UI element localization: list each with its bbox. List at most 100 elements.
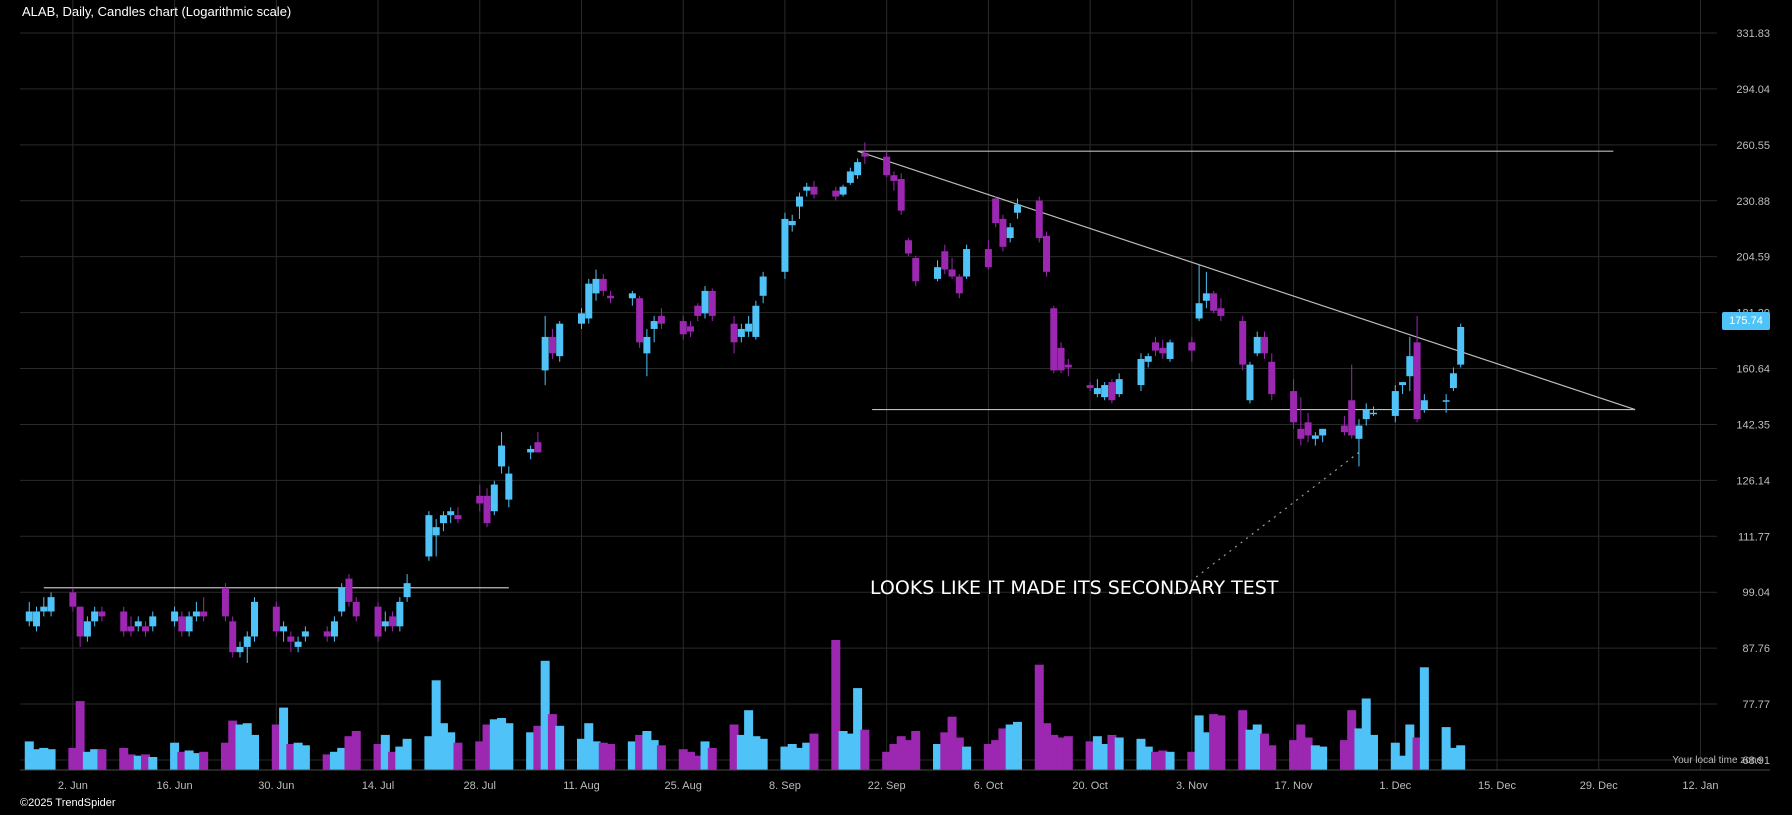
candle-body: [171, 611, 179, 622]
candle-body: [1290, 391, 1298, 423]
candle-body: [701, 290, 709, 314]
volume-bar: [896, 736, 906, 770]
x-tick-label: 17. Nov: [1275, 780, 1313, 792]
volume-bar: [126, 754, 136, 770]
candle-body: [33, 611, 41, 627]
volume-bar: [744, 710, 754, 770]
volume-bar: [736, 734, 746, 770]
y-tick-label: 68.91: [1742, 755, 1770, 767]
candle-body: [221, 587, 229, 617]
volume-bar: [802, 742, 812, 770]
volume-bar: [954, 737, 964, 770]
volume-bar: [279, 707, 289, 770]
last-price-badge: 175.74: [1722, 312, 1770, 330]
candle-body: [1115, 379, 1123, 395]
candle-body: [1297, 428, 1305, 439]
candle-body: [1239, 321, 1247, 365]
candle-body: [788, 220, 796, 226]
candle-body: [1086, 385, 1094, 389]
candle-body: [91, 611, 99, 622]
volume-bar: [991, 740, 1001, 770]
candle-body: [185, 616, 193, 632]
volume-bar: [1252, 724, 1262, 770]
candle-body: [686, 326, 694, 332]
candle-body: [1166, 342, 1174, 359]
volume-bar: [1296, 724, 1306, 770]
volume-bar: [39, 747, 49, 770]
candle-body: [1413, 342, 1421, 420]
volume-bar: [642, 731, 652, 770]
volume-bar: [388, 751, 398, 770]
trend-lines[interactable]: [43, 150, 1636, 598]
candle-body: [251, 601, 259, 637]
candle-body: [243, 636, 251, 647]
candles[interactable]: [25, 142, 1465, 663]
candle-body: [301, 631, 309, 637]
x-tick-label: 29. Dec: [1580, 780, 1618, 792]
volume-bar: [1165, 751, 1175, 770]
volume-bar: [271, 724, 281, 770]
candle-body: [294, 641, 302, 647]
candle-body: [127, 626, 135, 632]
volume-bar: [1289, 740, 1299, 770]
volume-bar: [831, 640, 841, 770]
volume-bar: [293, 742, 303, 770]
volume-bar: [685, 751, 695, 770]
y-tick-label: 142.35: [1736, 419, 1770, 431]
volume-bar: [438, 723, 448, 770]
candle-body: [934, 267, 942, 279]
grid: [20, 0, 1717, 770]
candle-body: [541, 336, 549, 371]
candle-body: [98, 611, 106, 617]
volume-bar: [322, 754, 332, 770]
volume-bar: [453, 742, 463, 770]
candle-body: [1253, 336, 1261, 354]
volume-bar: [962, 746, 972, 770]
volume-bar: [649, 740, 659, 770]
candle-body: [200, 611, 208, 617]
volume-bar: [351, 731, 361, 770]
volume-bar: [1114, 737, 1124, 770]
candle-body: [839, 186, 847, 195]
candle-body: [795, 196, 803, 207]
x-tick-label: 28. Jul: [464, 780, 496, 792]
volume-bar: [228, 720, 238, 770]
candle-body: [1442, 400, 1450, 402]
chart-title: ALAB, Daily, Candles chart (Logarithmic …: [22, 4, 292, 19]
volume-bar: [373, 744, 383, 770]
volume-bar: [1063, 736, 1073, 770]
candle-body: [1406, 356, 1414, 377]
candle-body: [1013, 204, 1021, 213]
candle-body: [192, 611, 200, 617]
candle-body: [447, 511, 455, 516]
x-tick-label: 2. Jun: [58, 780, 88, 792]
volume-bar: [119, 747, 129, 770]
candle-body: [40, 606, 48, 612]
x-tick-label: 1. Dec: [1379, 780, 1411, 792]
candle-body: [759, 276, 767, 296]
volume-bar: [1143, 746, 1153, 770]
candle-body: [897, 179, 905, 211]
volume-bar: [853, 688, 863, 770]
volume-bar: [526, 732, 536, 770]
volume-bar: [82, 751, 92, 770]
candle-body: [83, 621, 91, 637]
volume-bar: [1049, 734, 1059, 770]
candle-body: [149, 616, 157, 627]
candle-body: [476, 495, 484, 504]
volume-bar: [1100, 744, 1110, 770]
y-tick-label: 77.77: [1742, 699, 1770, 711]
candle-body: [1144, 356, 1152, 362]
x-tick-label: 11. Aug: [563, 780, 600, 792]
candle-body: [846, 171, 854, 183]
candle-body: [142, 626, 150, 632]
volume-bar: [1012, 721, 1022, 770]
candle-body: [752, 305, 760, 337]
volume-bar: [90, 749, 100, 770]
candle-body: [1217, 308, 1225, 316]
volume-bar: [1347, 710, 1357, 770]
volume-bar: [482, 724, 492, 770]
candle-body: [134, 621, 142, 627]
volume-bar: [489, 719, 499, 770]
